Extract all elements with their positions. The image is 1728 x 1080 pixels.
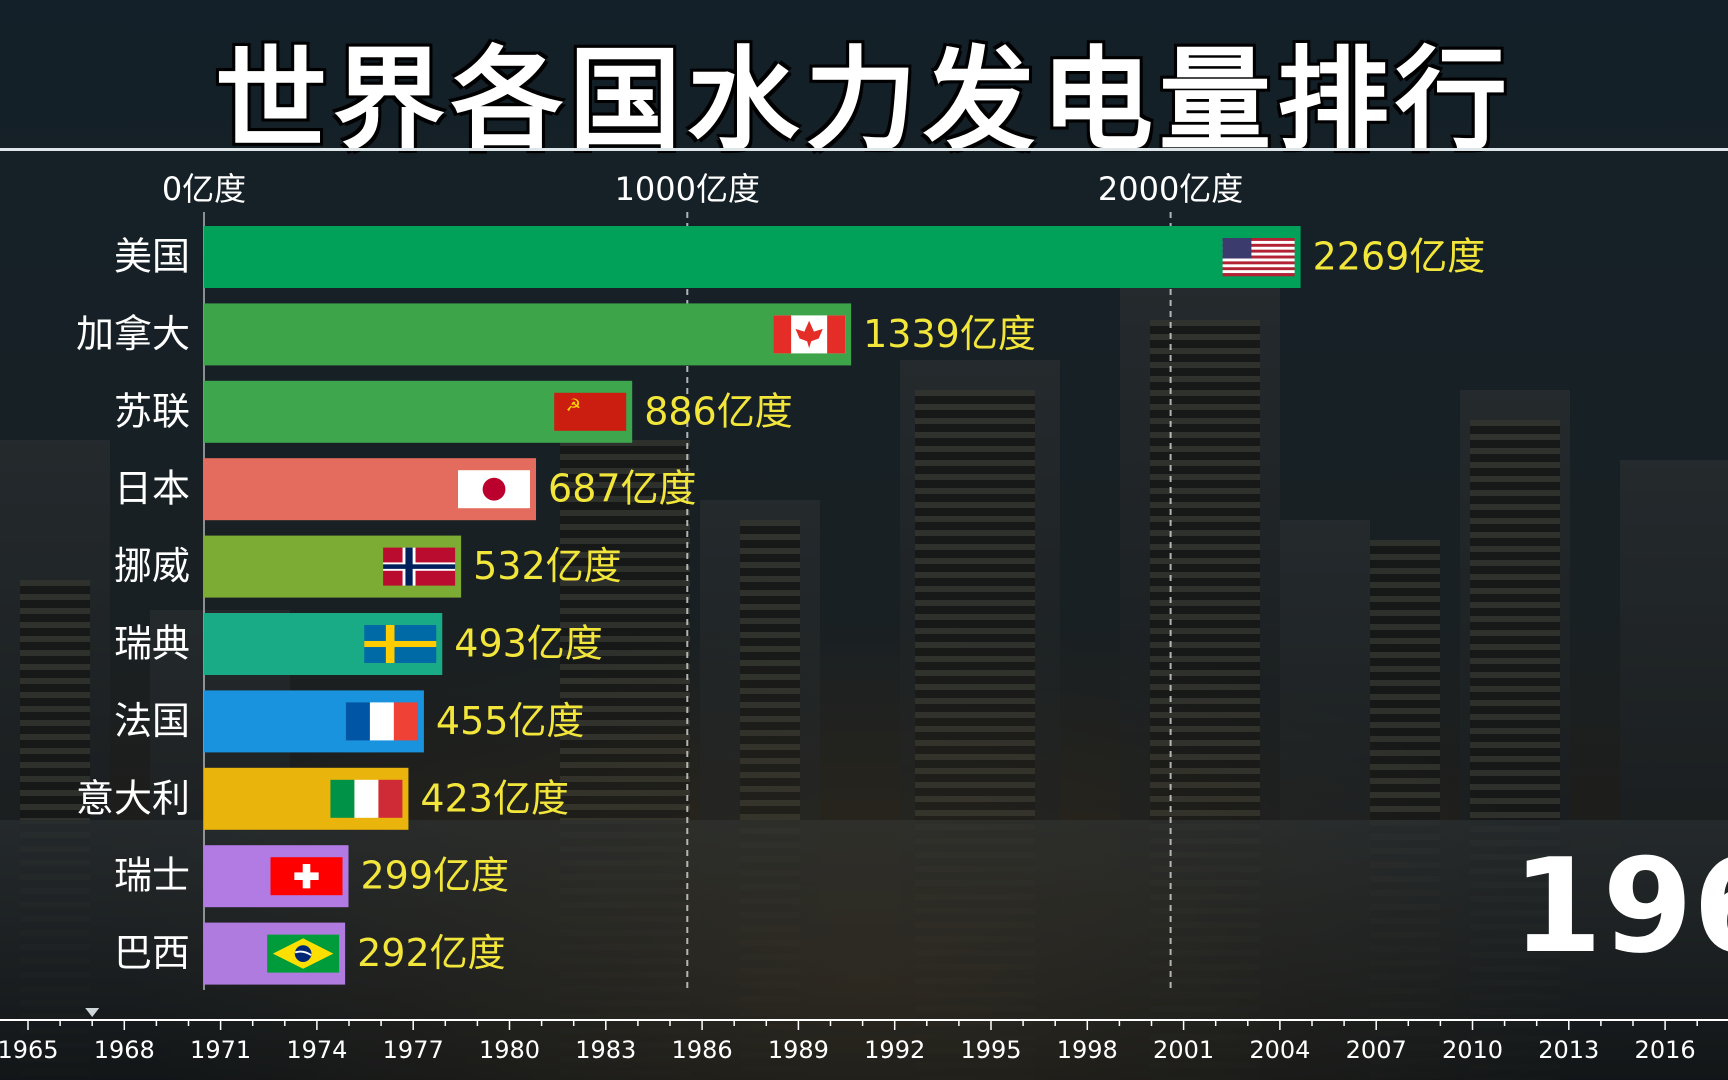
page-title: 世界各国水力发电量排行 <box>215 36 1513 166</box>
value-label: 493亿度 <box>454 622 603 666</box>
bar-row: 日本 687亿度 <box>114 458 697 521</box>
svg-text:☭: ☭ <box>566 396 581 416</box>
value-label: 2269亿度 <box>1313 235 1486 279</box>
flag-italy-icon <box>330 779 403 818</box>
category-label: 加拿大 <box>76 312 190 356</box>
bar-row: 意大利 423亿度 <box>76 767 569 830</box>
timeline-year-label: 2016 <box>1635 1036 1696 1064</box>
flag-canada-icon <box>773 315 846 354</box>
timeline-year-label: 1968 <box>94 1036 155 1064</box>
category-label: 日本 <box>114 467 190 511</box>
timeline-year-label: 1977 <box>383 1036 444 1064</box>
timeline-year-label: 2013 <box>1538 1036 1599 1064</box>
bar-row: 挪威 532亿度 <box>114 535 622 598</box>
timeline-year-label: 2001 <box>1153 1036 1214 1064</box>
bar-row: 加拿大 1339亿度 <box>76 303 1036 366</box>
timeline-year-label: 2010 <box>1442 1036 1503 1064</box>
category-label: 巴西 <box>114 931 190 975</box>
category-label: 挪威 <box>114 544 190 588</box>
bar-row: 法国 455亿度 <box>114 690 585 753</box>
value-label: 532亿度 <box>473 544 622 588</box>
timeline: 1965 1968 1971 1974 1977 1980 1983 1986 1989 1992… <box>0 1008 1728 1064</box>
timeline-year-label: 2004 <box>1249 1036 1310 1064</box>
flag-norway-icon <box>383 547 456 586</box>
bar-row: 美国 2269亿度 <box>114 226 1485 288</box>
value-label: 455亿度 <box>436 699 585 743</box>
bar-row: 苏联 ☭ 886亿度 <box>114 380 793 443</box>
x-tick-label: 0亿度 <box>162 170 246 208</box>
value-label: 886亿度 <box>644 389 793 433</box>
timeline-year-label: 1989 <box>768 1036 829 1064</box>
timeline-year-label: 1992 <box>864 1036 925 1064</box>
flag-sweden-icon <box>364 625 437 663</box>
timeline-year-label: 1965 <box>0 1036 59 1064</box>
bar-row: 瑞士 299亿度 <box>114 845 510 908</box>
value-label: 1339亿度 <box>863 312 1036 356</box>
bar-row: 巴西 292亿度 <box>114 922 506 985</box>
flag-japan-icon <box>458 470 531 509</box>
flag-ussr-icon: ☭ <box>554 392 627 431</box>
category-label: 瑞典 <box>114 622 190 666</box>
flag-usa-icon <box>1222 238 1295 277</box>
timeline-year-label: 1974 <box>286 1036 347 1064</box>
year-counter: 196 <box>1512 830 1728 982</box>
flag-brazil-icon <box>267 934 340 973</box>
x-tick-label: 1000亿度 <box>615 170 760 208</box>
timeline-year-label: 1971 <box>190 1036 251 1064</box>
flag-france-icon <box>345 702 418 741</box>
flag-switzerland-icon <box>270 857 343 896</box>
timeline-year-label: 2007 <box>1346 1036 1407 1064</box>
bar <box>204 303 852 366</box>
timeline-year-label: 1986 <box>672 1036 733 1064</box>
category-label: 苏联 <box>114 389 190 433</box>
bar <box>204 226 1301 288</box>
bar-row: 瑞典 493亿度 <box>114 613 603 675</box>
category-label: 美国 <box>114 235 190 279</box>
category-label: 法国 <box>114 699 190 743</box>
category-label: 意大利 <box>76 776 190 820</box>
value-label: 299亿度 <box>361 854 510 898</box>
value-label: 423亿度 <box>420 776 569 820</box>
x-tick-label: 2000亿度 <box>1098 170 1243 208</box>
timeline-year-label: 1980 <box>479 1036 540 1064</box>
value-label: 687亿度 <box>548 467 697 511</box>
timeline-marker <box>85 1008 100 1017</box>
category-label: 瑞士 <box>114 854 190 898</box>
timeline-year-label: 1983 <box>575 1036 636 1064</box>
timeline-year-label: 1998 <box>1057 1036 1118 1064</box>
value-label: 292亿度 <box>357 931 506 975</box>
timeline-year-label: 1995 <box>960 1036 1021 1064</box>
title-divider <box>0 148 1728 151</box>
